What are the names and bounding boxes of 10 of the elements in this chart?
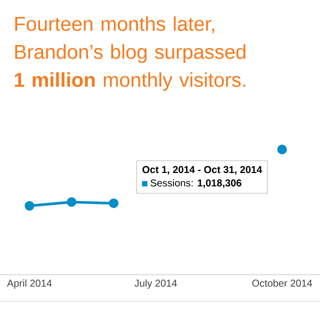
- point: [66, 197, 76, 207]
- x-tick-label: July 2014: [134, 279, 177, 289]
- x-tick-label: October 2014: [252, 279, 312, 287]
- chart-title: Fourteen months later, Brandon’s blog surpassed 1 million monthly visitors.: [14, 16, 246, 91]
- point: [277, 144, 287, 154]
- x-tick-label: April 2014: [6, 279, 52, 289]
- point: [24, 200, 34, 211]
- annotation: Oct 1, 2014 - Oct 31, 2014: [142, 166, 262, 175]
- annotation: Sessions: 1,018,306: [150, 179, 242, 188]
- point: [108, 198, 118, 208]
